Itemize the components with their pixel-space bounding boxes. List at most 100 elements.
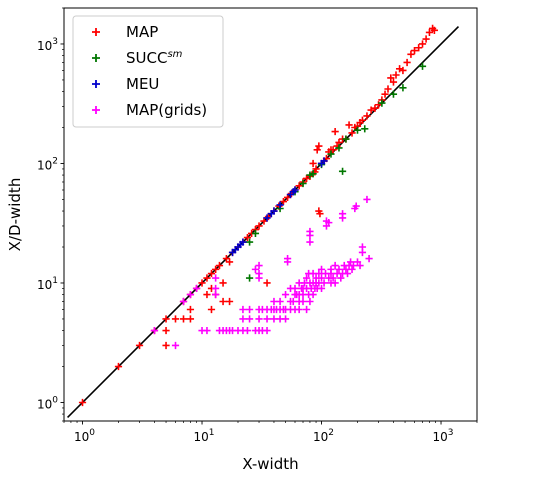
data-point bbox=[361, 125, 369, 133]
data-point bbox=[276, 201, 284, 209]
data-point bbox=[306, 227, 314, 236]
data-point bbox=[309, 170, 317, 178]
data-point bbox=[338, 210, 347, 218]
y-tick-label: 101 bbox=[37, 276, 58, 292]
data-point bbox=[78, 398, 87, 407]
data-point bbox=[243, 326, 252, 335]
data-point bbox=[203, 290, 211, 299]
data-point bbox=[114, 362, 123, 371]
y-tick-label: 102 bbox=[37, 156, 58, 172]
x-tick-label: 102 bbox=[313, 428, 334, 444]
data-point bbox=[291, 186, 299, 194]
data-point bbox=[270, 207, 278, 215]
data-point bbox=[338, 167, 347, 175]
data-point bbox=[251, 265, 260, 273]
data-point bbox=[335, 265, 343, 273]
data-point bbox=[255, 269, 263, 278]
data-point bbox=[263, 315, 271, 323]
legend-entry: MAP(grids) bbox=[92, 101, 207, 119]
data-point bbox=[399, 66, 407, 75]
data-point bbox=[306, 297, 314, 306]
data-point bbox=[316, 210, 324, 218]
data-point bbox=[342, 135, 350, 143]
y-axis-label: X/D-width bbox=[6, 178, 24, 252]
series-3 bbox=[150, 195, 373, 350]
data-point bbox=[291, 284, 299, 293]
data-point bbox=[198, 279, 206, 287]
data-point bbox=[349, 261, 358, 270]
series-2 bbox=[228, 157, 328, 257]
data-point bbox=[171, 315, 180, 323]
data-point bbox=[162, 315, 170, 323]
legend-entries: MAP SUCCsm MEU MAP(grids) bbox=[92, 23, 207, 119]
data-point bbox=[329, 146, 337, 154]
data-point bbox=[352, 202, 360, 210]
x-axis-label: X-width bbox=[242, 455, 298, 473]
points-layer bbox=[78, 24, 438, 407]
data-point bbox=[325, 219, 333, 227]
data-point bbox=[299, 179, 307, 188]
data-point bbox=[299, 297, 307, 306]
data-point bbox=[263, 214, 271, 222]
data-point bbox=[329, 274, 337, 282]
data-point bbox=[356, 261, 364, 270]
data-point bbox=[276, 297, 284, 306]
data-point bbox=[203, 326, 211, 335]
data-point bbox=[179, 297, 188, 306]
y-tick-label: 103 bbox=[37, 37, 58, 53]
legend-frame bbox=[72, 15, 224, 128]
data-point bbox=[245, 274, 254, 282]
legend-entry: MEU bbox=[92, 75, 159, 93]
data-point bbox=[212, 284, 220, 293]
data-point bbox=[239, 238, 247, 246]
data-point bbox=[348, 265, 356, 273]
data-point bbox=[418, 40, 427, 48]
data-point bbox=[239, 315, 247, 323]
data-point bbox=[407, 50, 415, 58]
data-point bbox=[365, 254, 373, 263]
data-point bbox=[331, 279, 339, 287]
data-point bbox=[403, 58, 411, 67]
data-point bbox=[279, 197, 288, 206]
data-point bbox=[186, 290, 195, 299]
data-point bbox=[378, 99, 386, 107]
data-point bbox=[309, 290, 317, 299]
data-point bbox=[263, 326, 271, 335]
data-point bbox=[331, 261, 339, 270]
data-point bbox=[150, 326, 159, 335]
data-point bbox=[295, 182, 303, 190]
data-point bbox=[387, 74, 395, 82]
data-point bbox=[302, 274, 311, 282]
data-point bbox=[384, 85, 392, 93]
x-tick-label: 103 bbox=[433, 428, 454, 444]
data-point bbox=[186, 315, 195, 323]
data-point bbox=[358, 243, 367, 251]
legend-marker bbox=[92, 54, 100, 62]
data-point bbox=[337, 274, 345, 282]
data-point bbox=[331, 127, 339, 136]
data-point bbox=[171, 341, 180, 350]
data-point bbox=[320, 157, 328, 165]
legend-entry: MAP bbox=[92, 23, 158, 41]
legend-label: MEU bbox=[126, 75, 159, 93]
data-point bbox=[312, 165, 320, 173]
data-point bbox=[215, 261, 224, 270]
data-point bbox=[203, 274, 211, 282]
data-point bbox=[162, 326, 170, 335]
data-point bbox=[415, 44, 423, 52]
data-point bbox=[239, 305, 247, 314]
data-point bbox=[207, 305, 216, 314]
data-point bbox=[283, 258, 292, 266]
data-point bbox=[186, 305, 195, 314]
data-point bbox=[306, 238, 314, 246]
data-point bbox=[135, 341, 144, 350]
legend: MAP SUCCsm MEU MAP(grids) bbox=[72, 15, 224, 128]
data-point bbox=[212, 265, 220, 273]
data-point bbox=[345, 121, 353, 129]
data-point bbox=[425, 28, 434, 36]
data-point bbox=[410, 47, 419, 55]
data-point bbox=[219, 297, 227, 306]
data-point bbox=[251, 229, 260, 237]
data-point bbox=[281, 315, 290, 323]
